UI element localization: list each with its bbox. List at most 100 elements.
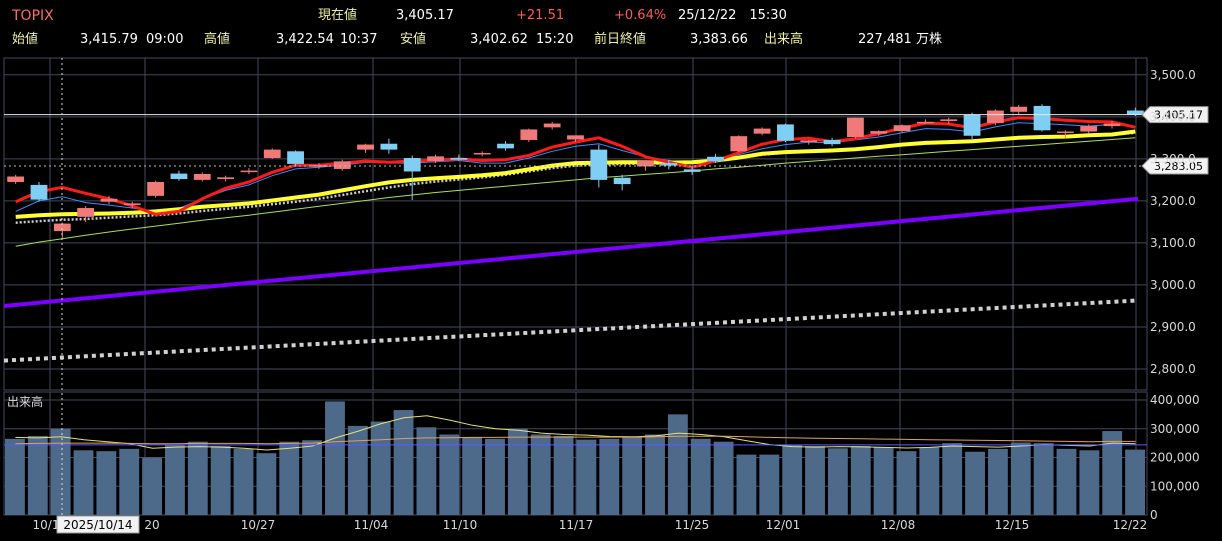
volume-tick-label: 100,000 bbox=[1150, 479, 1200, 493]
volume-unit: 万株 bbox=[916, 32, 943, 47]
volume-tick-label: 400,000 bbox=[1150, 393, 1200, 407]
volume-panel-title: 出来高 bbox=[7, 394, 43, 409]
candle-down bbox=[683, 169, 701, 172]
candle-up bbox=[543, 123, 561, 128]
candle-up bbox=[1010, 106, 1028, 112]
volume-bar bbox=[439, 434, 460, 515]
volume-bar bbox=[347, 425, 368, 515]
volume-average-lines bbox=[4, 415, 1147, 451]
crosshair: 2025/10/14 bbox=[56, 58, 140, 534]
symbol-name: TOPIX bbox=[12, 8, 54, 24]
candle-up bbox=[123, 203, 141, 206]
candle-up bbox=[917, 121, 934, 124]
moving-average-lines bbox=[3, 116, 1139, 363]
prev-close-value: 3,383.66 bbox=[690, 32, 748, 47]
ma-long-purple-line bbox=[3, 196, 1139, 308]
price-tick-label: 3,100.0 bbox=[1150, 236, 1196, 250]
price-tick-label: 3,400.0 bbox=[1150, 110, 1196, 124]
volume-bar bbox=[370, 421, 391, 515]
volume-bar bbox=[713, 441, 734, 515]
chart-grid bbox=[3, 57, 1148, 516]
candle-up bbox=[986, 110, 1004, 124]
volume-bars bbox=[5, 401, 1145, 515]
candle-up bbox=[1080, 126, 1098, 132]
x-tick-label: 20 bbox=[144, 518, 159, 532]
volume-bar bbox=[896, 451, 917, 515]
crosshair-date-label: 2025/10/14 bbox=[63, 518, 132, 532]
candle-down bbox=[963, 114, 981, 136]
candle-up bbox=[870, 131, 888, 134]
candle-down bbox=[590, 149, 608, 180]
high-time: 10:37 bbox=[340, 32, 378, 47]
price-label-tag bbox=[1141, 106, 1209, 124]
x-tick-label: 10/27 bbox=[241, 518, 276, 532]
price-label-text: 3,405.17 bbox=[1154, 109, 1203, 122]
candle-up bbox=[800, 140, 818, 143]
price-label-tag bbox=[1141, 157, 1209, 175]
candle-up bbox=[7, 176, 25, 182]
x-tick-label: 10/1 bbox=[33, 518, 60, 532]
candle-up bbox=[1056, 131, 1074, 134]
candle-down bbox=[30, 184, 48, 200]
volume-label: 出来高 bbox=[764, 32, 804, 47]
x-tick-label: 12/01 bbox=[766, 518, 801, 532]
volume-bar bbox=[96, 451, 117, 515]
volume-bar bbox=[736, 454, 757, 515]
volume-bar bbox=[1102, 431, 1123, 515]
volume-bar bbox=[507, 428, 528, 515]
volume-bar bbox=[690, 438, 711, 515]
volume-bar bbox=[187, 441, 208, 515]
candle-up bbox=[427, 156, 444, 161]
volume-bar bbox=[919, 447, 940, 515]
price-label-text: 3,283.05 bbox=[1154, 160, 1203, 173]
volume-bar bbox=[1125, 449, 1145, 515]
candle-up bbox=[847, 117, 864, 138]
x-tick-label: 12/15 bbox=[995, 518, 1030, 532]
x-tick-label: 12/08 bbox=[881, 518, 916, 532]
price-tick-label: 2,900.0 bbox=[1150, 320, 1196, 334]
open-value: 3,415.79 bbox=[80, 32, 138, 47]
volume-bar bbox=[576, 439, 597, 515]
candle-down bbox=[823, 139, 841, 145]
candle-up bbox=[147, 181, 165, 196]
quote-header: TOPIX 現在値 3,405.17 +21.51 +0.64% 25/12/2… bbox=[0, 0, 1222, 56]
candle-down bbox=[450, 158, 468, 160]
candle-down bbox=[170, 173, 188, 180]
crosshair-date-box bbox=[56, 515, 140, 534]
candle-down bbox=[613, 177, 631, 185]
open-label: 始値 bbox=[12, 32, 39, 47]
volume-bar bbox=[645, 434, 665, 515]
candle-down bbox=[707, 156, 724, 162]
volume-bar bbox=[27, 435, 48, 515]
candle-up bbox=[240, 170, 258, 173]
volume-tick-label: 300,000 bbox=[1150, 422, 1200, 436]
candle-down bbox=[403, 158, 421, 172]
volume-bar bbox=[462, 437, 483, 515]
volume-ma-long-line bbox=[15, 435, 1136, 445]
price-reference-lines: 3,405.17 3,283.05 bbox=[4, 106, 1209, 175]
candle-down bbox=[497, 143, 514, 149]
candle-up bbox=[730, 136, 748, 152]
volume-bar bbox=[827, 448, 848, 515]
candle-up bbox=[567, 135, 584, 140]
open-time: 09:00 bbox=[146, 32, 184, 47]
volume-value: 227,481 bbox=[858, 32, 912, 47]
candle-up bbox=[193, 173, 211, 180]
candle-up bbox=[473, 152, 491, 155]
volume-bar bbox=[485, 438, 505, 515]
ma-long-dotted-line bbox=[3, 298, 1139, 363]
candle-up bbox=[77, 208, 95, 217]
price-change-percent: +0.64% bbox=[614, 8, 667, 23]
candle-up bbox=[333, 161, 351, 169]
volume-bar bbox=[530, 434, 551, 515]
candle-down bbox=[1126, 110, 1144, 115]
price-tick-label: 3,000.0 bbox=[1150, 278, 1196, 292]
candle-down bbox=[777, 124, 794, 141]
low-time: 15:20 bbox=[536, 32, 574, 47]
volume-bar bbox=[119, 448, 140, 515]
candlesticks bbox=[7, 104, 1144, 238]
volume-ma-short-line bbox=[15, 415, 1136, 451]
volume-bar bbox=[782, 444, 803, 515]
ma-mid-yellow-line bbox=[15, 129, 1136, 219]
